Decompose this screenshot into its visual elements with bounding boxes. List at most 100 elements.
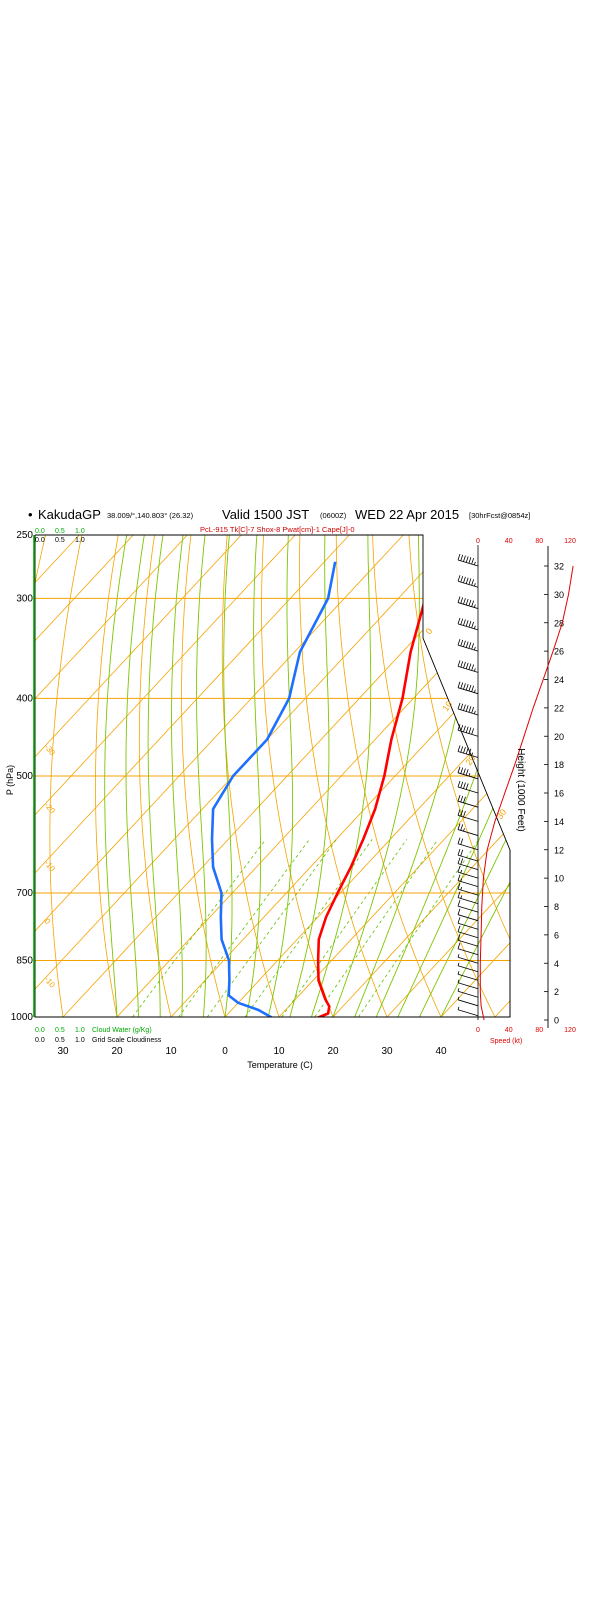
grid-scale-label: Grid Scale Cloudiness xyxy=(92,1037,162,1044)
wind-barb-feather xyxy=(460,618,464,625)
mixing-ratio-label: 2 xyxy=(182,1022,186,1029)
axis-labels: -100-10-20-30010203025030040050070085010… xyxy=(11,530,509,1057)
wind-barb-feather xyxy=(465,556,469,563)
cloud-top-black-0: 0.0 xyxy=(35,537,45,544)
wind-barb-feather xyxy=(460,682,464,689)
stability-indices: PcL-915 Tk[C]-7 Shox-8 Pwat[cm]-1 Cape[J… xyxy=(200,525,355,534)
height-tick-label: 4 xyxy=(554,959,559,969)
height-tick-label: 32 xyxy=(554,562,564,572)
wind-barb-feather xyxy=(463,619,466,626)
thermo-grid: 1 2 3 5 8 12 20 xyxy=(35,535,600,1029)
wind-barb-feather xyxy=(460,858,464,865)
wind-barb-half-feather xyxy=(473,625,476,629)
wind-barb-feather xyxy=(460,781,464,788)
moist-adiabat-line xyxy=(289,535,330,1017)
height-tick-label: 14 xyxy=(554,817,564,827)
wind-barb xyxy=(457,751,479,758)
wind-barb-feather xyxy=(471,706,475,714)
wind-barb-half-feather xyxy=(457,1006,460,1010)
wind-barb-feather xyxy=(468,684,472,692)
wind-barb xyxy=(457,982,479,990)
moist-adiabat-line xyxy=(397,535,510,1017)
dry-adiabat-line xyxy=(479,535,510,1017)
wind-barb-half-feather xyxy=(473,710,476,715)
dry-adiabat-line xyxy=(138,535,176,1017)
wind-barb-feather xyxy=(457,809,461,816)
wind-barb-feather xyxy=(460,703,464,710)
wind-barb-feather xyxy=(460,849,464,857)
wind-barb-feather xyxy=(460,661,464,668)
speed-tick-label-top: 120 xyxy=(564,538,576,545)
dry-adiabat-line xyxy=(95,535,122,1017)
wind-barb-half-feather xyxy=(473,604,476,608)
dry-adiabat-line xyxy=(221,535,286,1017)
wind-barb xyxy=(457,871,479,879)
x-tick-label: 10 xyxy=(273,1046,285,1057)
wind-barb-feather xyxy=(471,643,475,650)
height-tick-label: 6 xyxy=(554,930,559,940)
x-tick-label: 10 xyxy=(165,1046,177,1057)
wind-barb-feather xyxy=(463,640,466,647)
speed-axis-label: Speed (kt) xyxy=(490,1038,522,1045)
valid-date: WED 22 Apr 2015 xyxy=(355,507,459,522)
wind-barb-feather xyxy=(457,891,461,898)
wind-barb-feather xyxy=(457,874,461,881)
temperature-profile-line xyxy=(306,561,434,1017)
wind-barb xyxy=(457,956,479,964)
isotherm-label: 0 xyxy=(42,917,52,927)
wind-barb-half-feather xyxy=(473,561,476,566)
isotherm-line xyxy=(549,535,600,1017)
wind-barb-feather xyxy=(457,795,461,802)
mixing-ratio-label: 3 xyxy=(210,1022,214,1029)
speed-tick-label-bottom: 0 xyxy=(476,1027,480,1034)
wind-barb xyxy=(457,772,479,780)
wind-barb-feather xyxy=(457,745,461,752)
wind-barb-feather xyxy=(457,837,461,844)
speed-tick-label-bottom: 120 xyxy=(564,1027,576,1034)
moist-adiabat-line xyxy=(171,535,184,1017)
height-tick-label: 26 xyxy=(554,647,564,657)
wind-barb xyxy=(457,990,479,998)
wind-barb-feather xyxy=(468,642,472,649)
y-tick-label: 300 xyxy=(16,593,33,604)
utc-time: (0600Z) xyxy=(320,511,347,520)
wind-barb-half-feather xyxy=(457,954,460,958)
forecast-info: [30hrFcst@0854z] xyxy=(469,511,530,520)
x-tick-label: 20 xyxy=(111,1046,123,1057)
wind-barb-feather xyxy=(460,824,464,831)
height-tick-label: 20 xyxy=(554,732,564,742)
wind-barb-feather xyxy=(468,620,472,628)
dry-adiabat-line xyxy=(261,535,340,1017)
wind-barb-half-feather xyxy=(457,988,460,992)
wind-barb-half-feather xyxy=(473,583,476,587)
dry-adiabat-line xyxy=(299,535,395,1017)
wind-barb-feather xyxy=(457,617,461,624)
wind-barb-half-feather xyxy=(457,962,460,966)
wind-barb-feather xyxy=(471,579,475,586)
mixing-ratio-label: 8 xyxy=(285,1022,289,1029)
moist-adiabat-line xyxy=(196,535,207,1017)
height-tick-label: 10 xyxy=(554,874,564,884)
wind-barb-feather xyxy=(457,638,461,646)
wind-barb-half-feather xyxy=(473,646,476,651)
valid-time: Valid 1500 JST xyxy=(222,507,309,522)
wind-barb xyxy=(457,1009,479,1017)
wind-barb-feather xyxy=(460,810,464,817)
wind-barb-feather xyxy=(457,553,461,561)
cloud-bottom-green-0: 0.0 xyxy=(35,1027,45,1034)
isotherm-line xyxy=(386,535,510,1017)
wind-barb-feather xyxy=(471,557,475,565)
moist-adiabat-line xyxy=(104,535,128,1017)
cloud-water-scale: 0.0 0.5 1.0 0.0 0.5 1.0 0.0 0.5 1.0 Clou… xyxy=(35,528,162,1044)
wind-barb-feather xyxy=(457,660,461,667)
wind-barb-feather xyxy=(463,598,466,605)
wind-barb-feather xyxy=(468,748,472,755)
cloud-top-black-2: 1.0 xyxy=(75,537,85,544)
speed-tick-label-bottom: 40 xyxy=(505,1027,513,1034)
wind-barb-half-feather xyxy=(457,996,460,1000)
cloud-top-green-2: 1.0 xyxy=(75,528,85,535)
wind-barb-feather xyxy=(460,724,464,732)
wind-barb-feather xyxy=(471,728,475,735)
mixing-ratio-line xyxy=(244,839,373,1017)
dry-adiabat-label: 30 xyxy=(494,807,508,821)
